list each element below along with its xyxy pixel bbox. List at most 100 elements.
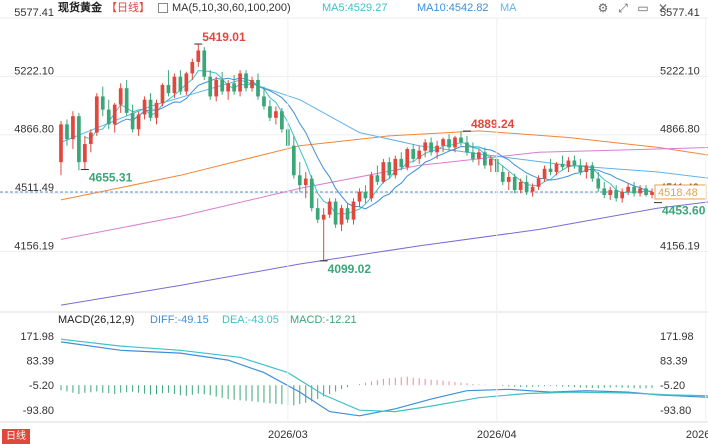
candle-body <box>369 175 374 199</box>
ma100-line <box>60 147 708 240</box>
candle-body <box>178 76 183 92</box>
candle-body <box>190 61 195 74</box>
candle-body <box>88 132 93 145</box>
macd-tick-right: 83.39 <box>660 356 688 368</box>
macd-tick-left: -93.80 <box>23 405 54 417</box>
candle-body <box>554 163 559 173</box>
candle-body <box>620 191 625 199</box>
candle-body <box>518 181 523 191</box>
candle-body <box>309 178 314 209</box>
candle-body <box>357 191 362 202</box>
candle-body <box>447 139 451 148</box>
macd-tick-left: -5.20 <box>29 380 54 392</box>
candle-body <box>566 160 571 168</box>
ma-more-label: MA <box>500 2 517 14</box>
candle-body <box>572 160 577 166</box>
candle-body <box>351 201 356 220</box>
candle-body <box>459 137 463 143</box>
candle-body <box>208 76 213 97</box>
candle-body <box>483 152 487 166</box>
macd-tick-right: 171.98 <box>660 331 694 343</box>
candle-body <box>262 96 266 107</box>
candle-body <box>65 124 69 140</box>
candle-body <box>118 88 123 105</box>
candle-body <box>303 178 308 186</box>
candle-body <box>83 144 87 163</box>
candle-body <box>256 80 260 97</box>
candle-body <box>650 192 654 196</box>
candle-body <box>644 188 648 196</box>
candle-body <box>560 163 565 168</box>
candle-body <box>614 190 619 199</box>
candle-body <box>154 103 159 118</box>
ma30-line <box>60 79 708 179</box>
price-tick-left: 4866.80 <box>14 124 54 136</box>
candle-body <box>375 175 380 182</box>
candle-body <box>333 201 338 225</box>
ma-checkbox-icon[interactable] <box>158 3 168 13</box>
minimize-icon[interactable]: ▭ <box>637 1 649 15</box>
macd-dea-line <box>60 338 708 413</box>
period-badge: 日线 <box>2 429 30 444</box>
candle-body <box>465 142 469 153</box>
price-tick-left: 4156.19 <box>14 240 54 252</box>
candle-body <box>632 186 636 194</box>
candle-body <box>268 106 272 118</box>
candle-body <box>542 168 547 179</box>
candle-body <box>160 84 165 104</box>
main-grid <box>0 17 708 423</box>
candle-body <box>166 84 171 94</box>
instrument-title[interactable]: 现货黄金 <box>58 2 102 14</box>
chart-header: 现货黄金 【日线】 MA(5,10,30,60,100,200) MA5:452… <box>0 0 708 16</box>
candle-body <box>77 116 81 163</box>
period-label[interactable]: 【日线】 <box>106 2 150 14</box>
candle-body <box>381 162 386 182</box>
ma5-value: MA5:4529.27 <box>322 2 388 14</box>
candle-body <box>112 104 117 125</box>
candle-body <box>590 165 595 179</box>
candle-body <box>321 214 326 220</box>
candle-body <box>291 145 296 176</box>
candle-body <box>339 208 344 225</box>
candle-body <box>423 142 428 151</box>
candle-body <box>638 188 642 194</box>
candle-body <box>226 83 230 92</box>
candle-body <box>345 208 350 220</box>
macd-params-label[interactable]: MACD(26,12,9) <box>58 314 135 326</box>
macd-dea-value: DEA:-43.05 <box>222 314 279 326</box>
settings-icon[interactable]: ⚙ <box>597 1 609 15</box>
ma10-line <box>114 77 653 210</box>
macd-tick-left: 83.39 <box>26 356 54 368</box>
candle-body <box>124 88 129 113</box>
candle-body <box>363 191 368 199</box>
candle-body <box>94 96 99 133</box>
annotation-label: 4453.60 <box>662 204 706 218</box>
x-tick-label: 2026/05 <box>686 429 708 441</box>
price-annotations: 5419.01 4655.31 4099.02 4889.24 4453.60 <box>80 30 706 276</box>
candle-body <box>148 99 153 118</box>
candle-body <box>214 80 219 97</box>
fullscreen-icon[interactable]: ⤢ <box>618 1 628 15</box>
candle-body <box>315 208 320 220</box>
candle-body <box>488 158 493 166</box>
candle-body <box>232 83 236 92</box>
candlestick-series <box>59 44 654 261</box>
close-icon[interactable]: ✕ <box>657 1 669 15</box>
candle-body <box>596 178 601 189</box>
price-tick-right: 5577.41 <box>660 7 700 19</box>
candle-body <box>59 124 63 163</box>
candle-body <box>548 168 553 173</box>
price-tick-left: 4511.49 <box>15 182 54 194</box>
candle-body <box>512 176 517 191</box>
macd-tick-left: 171.98 <box>20 331 54 343</box>
candle-body <box>435 145 439 153</box>
candle-body <box>106 109 111 125</box>
candle-body <box>184 73 189 92</box>
ma-params-label[interactable]: MA(5,10,30,60,100,200) <box>172 2 291 14</box>
candle-body <box>506 176 511 182</box>
price-tick-left: 5577.41 <box>14 7 54 19</box>
candle-body <box>202 50 207 77</box>
candle-body <box>172 76 177 94</box>
candle-body <box>220 80 225 92</box>
candle-body <box>524 181 529 192</box>
